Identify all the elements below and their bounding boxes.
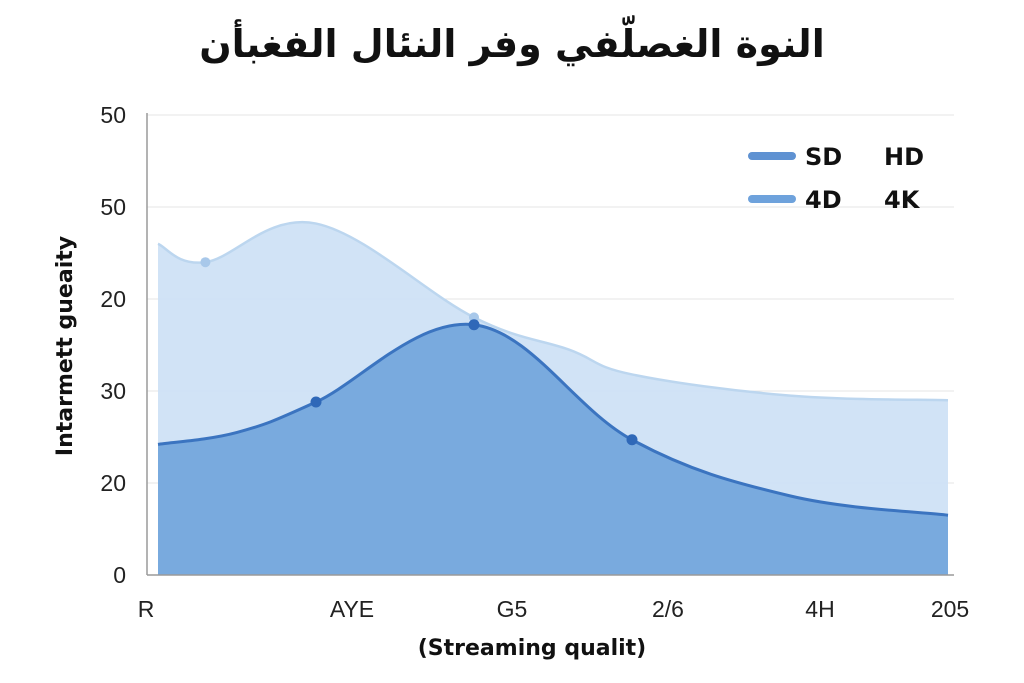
x-axis-title: (Streaming qualit) bbox=[418, 636, 646, 661]
x-tick-label: 2/6 bbox=[652, 596, 684, 622]
data-point-front bbox=[310, 396, 322, 408]
tick-labels: 0 20 30 20 50 50 R AYE G5 2/6 4H 205 bbox=[100, 102, 969, 622]
axes bbox=[146, 113, 954, 576]
x-tick-label: 4H bbox=[805, 596, 834, 622]
legend-label-4d: 4D bbox=[805, 186, 842, 214]
y-tick-label: 20 bbox=[100, 286, 126, 312]
data-point-front bbox=[626, 434, 638, 446]
series-line-front bbox=[157, 322, 949, 517]
x-tick-label: R bbox=[138, 596, 155, 622]
x-tick-label: AYE bbox=[330, 596, 374, 622]
legend: SD HD 4D 4K bbox=[748, 143, 924, 214]
y-tick-label: 30 bbox=[100, 378, 126, 404]
y-tick-label: 50 bbox=[100, 194, 126, 220]
series-line-back bbox=[157, 220, 949, 402]
chart-title: النوة الغصلّفي وفر النئال الفغبأن bbox=[199, 22, 825, 66]
legend-label-4k: 4K bbox=[884, 186, 921, 214]
y-tick-label: 20 bbox=[100, 470, 126, 496]
x-tick-label: 205 bbox=[931, 596, 969, 622]
data-point-back bbox=[200, 257, 211, 268]
legend-label-sd: SD bbox=[805, 143, 842, 171]
y-tick-label: 50 bbox=[100, 102, 126, 128]
series-area-front bbox=[158, 324, 948, 575]
data-point-front bbox=[468, 319, 480, 331]
y-axis-title: Intarmett gueaity bbox=[53, 236, 78, 456]
y-tick-label: 0 bbox=[113, 562, 126, 588]
x-tick-label: G5 bbox=[497, 596, 528, 622]
series-areas bbox=[157, 220, 949, 575]
legend-label-hd: HD bbox=[884, 143, 924, 171]
